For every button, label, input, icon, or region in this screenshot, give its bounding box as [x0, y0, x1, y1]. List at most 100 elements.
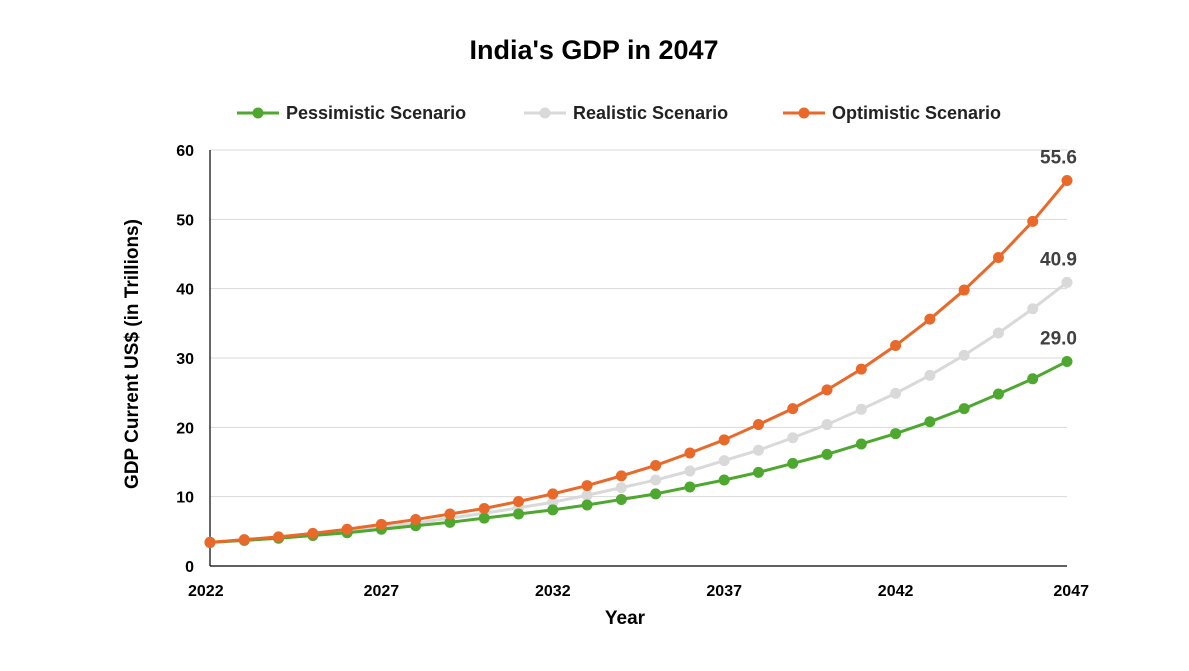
y-tick-label: 30	[176, 351, 194, 368]
optimistic-point	[547, 488, 559, 500]
legend-item-optimistic: Optimistic Scenario	[783, 103, 1001, 123]
pessimistic-point	[718, 474, 730, 486]
optimistic-point	[992, 251, 1004, 263]
optimistic-point	[855, 363, 867, 375]
pessimistic-point	[855, 438, 867, 450]
pessimistic-end-label: 29.0	[1040, 328, 1077, 349]
legend-item-pessimistic: Pessimistic Scenario	[237, 103, 466, 123]
x-tick-label: 2032	[535, 583, 571, 600]
pessimistic-point	[958, 403, 970, 415]
pessimistic-point	[513, 508, 525, 520]
realistic-point	[1027, 303, 1039, 315]
pessimistic-point	[787, 457, 799, 469]
pessimistic-point	[752, 466, 764, 478]
pessimistic-point	[444, 516, 456, 528]
realistic-point	[821, 419, 833, 431]
realistic-point	[992, 327, 1004, 339]
x-tick-label: 2042	[878, 583, 914, 600]
pessimistic-series	[204, 355, 1073, 548]
chart-legend: Pessimistic Scenario Realistic Scenario Op…	[237, 103, 1001, 123]
optimistic-point	[478, 502, 490, 514]
realistic-point	[650, 474, 662, 486]
optimistic-point	[375, 518, 387, 530]
optimistic-point	[1061, 175, 1073, 187]
optimistic-point	[787, 403, 799, 415]
pessimistic-point	[581, 499, 593, 511]
legend-swatch-marker	[539, 107, 551, 119]
chart-title: India's GDP in 2047	[469, 35, 718, 65]
optimistic-point	[718, 434, 730, 446]
optimistic-point	[581, 480, 593, 492]
realistic-point	[581, 489, 593, 501]
optimistic-point	[684, 447, 696, 459]
y-tick-label: 60	[176, 143, 194, 160]
pessimistic-line	[208, 359, 1069, 544]
legend-label: Pessimistic Scenario	[286, 103, 466, 123]
pessimistic-point	[478, 512, 490, 524]
y-axis-label: GDP Current US$ (in Trillions)	[122, 219, 143, 489]
optimistic-point	[513, 496, 525, 508]
optimistic-point	[273, 531, 285, 543]
realistic-point	[924, 369, 936, 381]
pessimistic-point	[615, 493, 627, 505]
realistic-point	[787, 432, 799, 444]
optimistic-point	[650, 459, 662, 471]
y-tick-label: 0	[185, 559, 194, 576]
realistic-line	[208, 280, 1069, 544]
x-tick-label: 2037	[706, 583, 742, 600]
legend-item-realistic: Realistic Scenario	[524, 103, 728, 123]
pessimistic-point	[890, 428, 902, 440]
optimistic-point	[615, 470, 627, 482]
optimistic-series	[204, 175, 1073, 548]
optimistic-point	[238, 534, 250, 546]
optimistic-point	[341, 523, 353, 535]
data-labels: 29.0 40.9 55.6	[1040, 148, 1077, 350]
optimistic-line	[208, 179, 1069, 544]
axes: 0 10 20 30 40 50 60 2022 2027 2032 2037 2042 2047	[176, 143, 1089, 600]
realistic-series	[204, 276, 1073, 548]
pessimistic-point	[821, 448, 833, 460]
optimistic-point	[444, 508, 456, 520]
realistic-point	[890, 387, 902, 399]
x-tick-label: 2027	[364, 583, 400, 600]
optimistic-point	[821, 384, 833, 396]
optimistic-point	[204, 536, 216, 548]
y-tick-label: 10	[176, 490, 194, 507]
realistic-point	[547, 496, 559, 508]
legend-label: Optimistic Scenario	[832, 103, 1001, 123]
y-tick-label: 40	[176, 282, 194, 299]
pessimistic-point	[547, 504, 559, 516]
y-tick-label: 20	[176, 420, 194, 437]
x-tick-label: 2047	[1053, 583, 1089, 600]
pessimistic-point	[650, 488, 662, 500]
realistic-point	[752, 444, 764, 456]
legend-label: Realistic Scenario	[573, 103, 728, 123]
optimistic-point	[924, 313, 936, 325]
series-group	[204, 175, 1073, 548]
pessimistic-point	[1061, 355, 1073, 367]
realistic-point	[615, 482, 627, 494]
optimistic-point	[958, 284, 970, 296]
x-axis-label: Year	[605, 608, 646, 629]
optimistic-point	[307, 527, 319, 539]
y-tick-label: 50	[176, 212, 194, 229]
optimistic-point	[890, 340, 902, 352]
realistic-point	[855, 403, 867, 415]
pessimistic-point	[924, 416, 936, 428]
optimistic-point	[752, 419, 764, 431]
gridlines	[210, 149, 1067, 498]
realistic-point	[684, 465, 696, 477]
realistic-end-label: 40.9	[1040, 249, 1077, 270]
realistic-point	[718, 455, 730, 467]
legend-swatch-marker	[798, 107, 810, 119]
legend-swatch-marker	[252, 107, 264, 119]
pessimistic-point	[992, 388, 1004, 400]
pessimistic-point	[1027, 373, 1039, 385]
optimistic-end-label: 55.6	[1040, 148, 1077, 169]
realistic-point	[958, 349, 970, 361]
x-tick-label: 2022	[188, 583, 224, 600]
realistic-point	[1061, 276, 1073, 288]
optimistic-point	[410, 514, 422, 526]
